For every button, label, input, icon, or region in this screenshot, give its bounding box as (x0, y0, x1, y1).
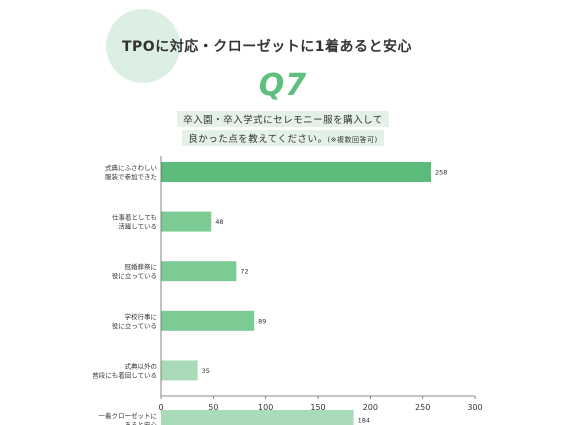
bar (161, 310, 255, 331)
bar (161, 211, 212, 232)
data-label: 258 (435, 169, 447, 177)
data-label: 48 (215, 218, 223, 226)
bar (161, 162, 432, 182)
category-label: 普段にも着回している (92, 370, 157, 379)
category-label: 一着クローゼットに (99, 411, 158, 420)
question-line-2: 良かった点を教えてください。(※複数回答可) (182, 130, 384, 146)
question-note: (※複数回答可) (327, 136, 378, 144)
category-label: 役に立っている (112, 271, 157, 280)
bars-group: 式典にふさわしい服装で参加できた258仕事着としても活躍している48冠婚葬祭に役… (92, 162, 447, 425)
category-label: 仕事着としても (112, 213, 157, 222)
category-label: 式典にふさわしい (105, 163, 157, 172)
data-label: 184 (358, 417, 370, 425)
category-label: あると安心 (125, 420, 158, 425)
x-tick-label: 300 (467, 403, 482, 412)
x-tick-label: 200 (363, 403, 378, 412)
x-tick-label: 250 (415, 403, 430, 412)
decorative-circle (106, 9, 180, 83)
x-tick-label: 0 (158, 403, 163, 412)
category-label: 学校行事に (125, 312, 158, 321)
category-label: 服装で参加できた (105, 172, 157, 181)
x-tick-label: 50 (208, 403, 218, 412)
category-label: 冠婚葬祭に (125, 262, 158, 271)
question-line-2-text: 良かった点を教えてください。 (188, 134, 328, 145)
bar (161, 261, 237, 282)
page-title: TPOに対応・クローゼットに1着あると安心 (122, 39, 412, 55)
x-tick-label: 100 (258, 403, 273, 412)
category-label: 式典以外の (125, 361, 158, 370)
data-label: 89 (258, 317, 266, 325)
bar (161, 360, 198, 381)
question-line-1: 卒入園・卒入学式にセレモニー服を購入して (177, 111, 389, 127)
bar (161, 410, 354, 425)
data-label: 35 (202, 367, 210, 375)
category-label: 役に立っている (112, 321, 157, 330)
question-number: Q7 (258, 68, 308, 103)
x-tick-label: 150 (310, 403, 325, 412)
category-label: 活躍している (118, 222, 157, 231)
data-label: 72 (240, 268, 248, 276)
x-axis: 0 50 100 150 200 250 300 (158, 156, 483, 412)
question-text: 卒入園・卒入学式にセレモニー服を購入して 良かった点を教えてください。(※複数回… (0, 111, 566, 146)
